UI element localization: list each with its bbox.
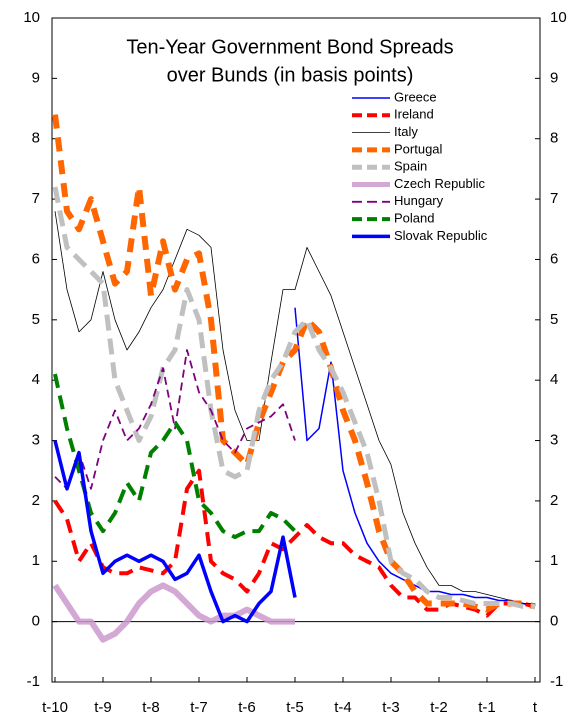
plot-frame <box>51 17 541 683</box>
series-line <box>294 307 536 608</box>
legend-label: Portugal <box>394 141 443 156</box>
series-line <box>53 373 297 540</box>
series-line <box>54 349 296 490</box>
chart-title: over Bunds (in basis points) <box>167 64 414 86</box>
y2-tick-label: 8 <box>550 130 558 147</box>
y-tick-label: 5 <box>32 311 40 328</box>
legend-label: Italy <box>394 124 418 139</box>
legend-label: Ireland <box>394 107 434 122</box>
chart-title: Ten-Year Government Bond Spreads <box>126 36 453 58</box>
y2-tick-label: 9 <box>550 69 558 86</box>
legend-label: Hungary <box>394 193 444 208</box>
y-tick-label: 0 <box>32 613 40 630</box>
y-tick-label: -1 <box>27 673 40 690</box>
y-tick-label: 3 <box>32 432 40 449</box>
legend-label: Spain <box>394 159 427 174</box>
legend-label: Poland <box>394 211 434 226</box>
y-tick-label: 4 <box>32 371 40 388</box>
series-line <box>52 186 535 609</box>
series-line <box>53 440 297 624</box>
x-tick-label: t-8 <box>142 699 160 716</box>
y-tick-label: 1 <box>32 552 40 569</box>
y-tick-label: 8 <box>32 130 40 147</box>
y2-tick-label: 6 <box>550 250 558 267</box>
legend-label: Greece <box>394 89 437 104</box>
y-tick-label: 7 <box>32 190 40 207</box>
x-tick-label: t-3 <box>382 699 400 716</box>
y2-tick-label: 10 <box>550 9 567 26</box>
y2-tick-label: 3 <box>550 432 558 449</box>
series-line <box>52 582 295 643</box>
y-tick-label: 10 <box>23 9 40 26</box>
x-tick-label: t <box>533 699 538 716</box>
y2-tick-label: -1 <box>550 673 563 690</box>
series-line <box>54 211 535 604</box>
y2-tick-label: 4 <box>550 371 558 388</box>
y2-tick-label: 0 <box>550 613 558 630</box>
x-tick-label: t-6 <box>238 699 256 716</box>
y-tick-label: 6 <box>32 250 40 267</box>
y-tick-label: 2 <box>32 492 40 509</box>
y2-tick-label: 5 <box>550 311 558 328</box>
legend-label: Slovak Republic <box>394 228 488 243</box>
legend-label: Czech Republic <box>394 176 486 191</box>
series-line <box>53 468 536 618</box>
y-tick-label: 9 <box>32 69 40 86</box>
x-tick-label: t-9 <box>94 699 112 716</box>
x-tick-label: t-1 <box>478 699 496 716</box>
y2-tick-label: 7 <box>550 190 558 207</box>
x-tick-label: t-5 <box>286 699 304 716</box>
y2-tick-label: 2 <box>550 492 558 509</box>
x-tick-label: t-7 <box>190 699 208 716</box>
x-tick-label: t-10 <box>42 699 68 716</box>
x-tick-label: t-4 <box>334 699 352 716</box>
series-line <box>52 114 536 613</box>
x-tick-label: t-2 <box>430 699 448 716</box>
y2-tick-label: 1 <box>550 552 558 569</box>
